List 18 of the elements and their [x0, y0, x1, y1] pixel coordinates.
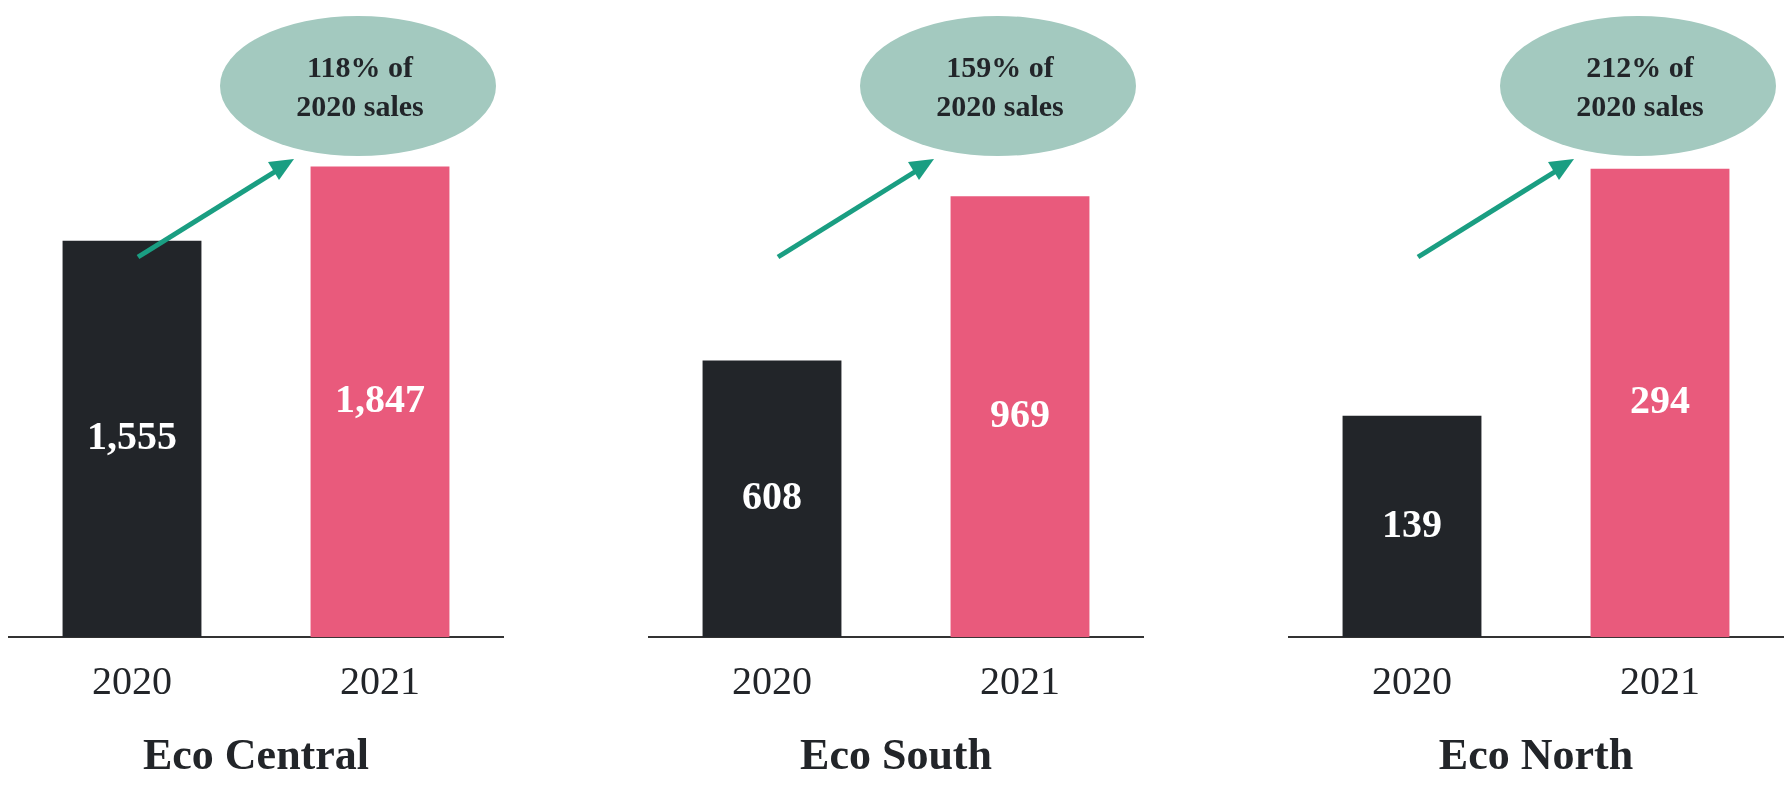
data-label: 969: [990, 391, 1050, 437]
data-label: 1,555: [87, 413, 177, 459]
x-tick-label: 2020: [732, 657, 812, 703]
text: Eco Central: [142, 729, 370, 779]
data-label: 294: [1630, 377, 1690, 423]
data-label: 139: [1382, 500, 1442, 546]
text: 118% of 2020 sales: [295, 49, 425, 124]
x-tick-label: 2021: [340, 657, 420, 703]
x-tick-label: 2020: [1372, 657, 1452, 703]
x-tick-label: 2021: [980, 657, 1060, 703]
data-label: 1,847: [335, 376, 425, 422]
text: Eco South: [800, 729, 992, 779]
text: 212% of 2020 sales: [1575, 49, 1705, 124]
data-label: 608: [742, 473, 802, 519]
x-tick-label: 2021: [1620, 657, 1700, 703]
text: 159% of 2020 sales: [935, 49, 1065, 124]
x-tick-label: 2020: [92, 657, 172, 703]
text: Eco North: [1438, 729, 1634, 779]
